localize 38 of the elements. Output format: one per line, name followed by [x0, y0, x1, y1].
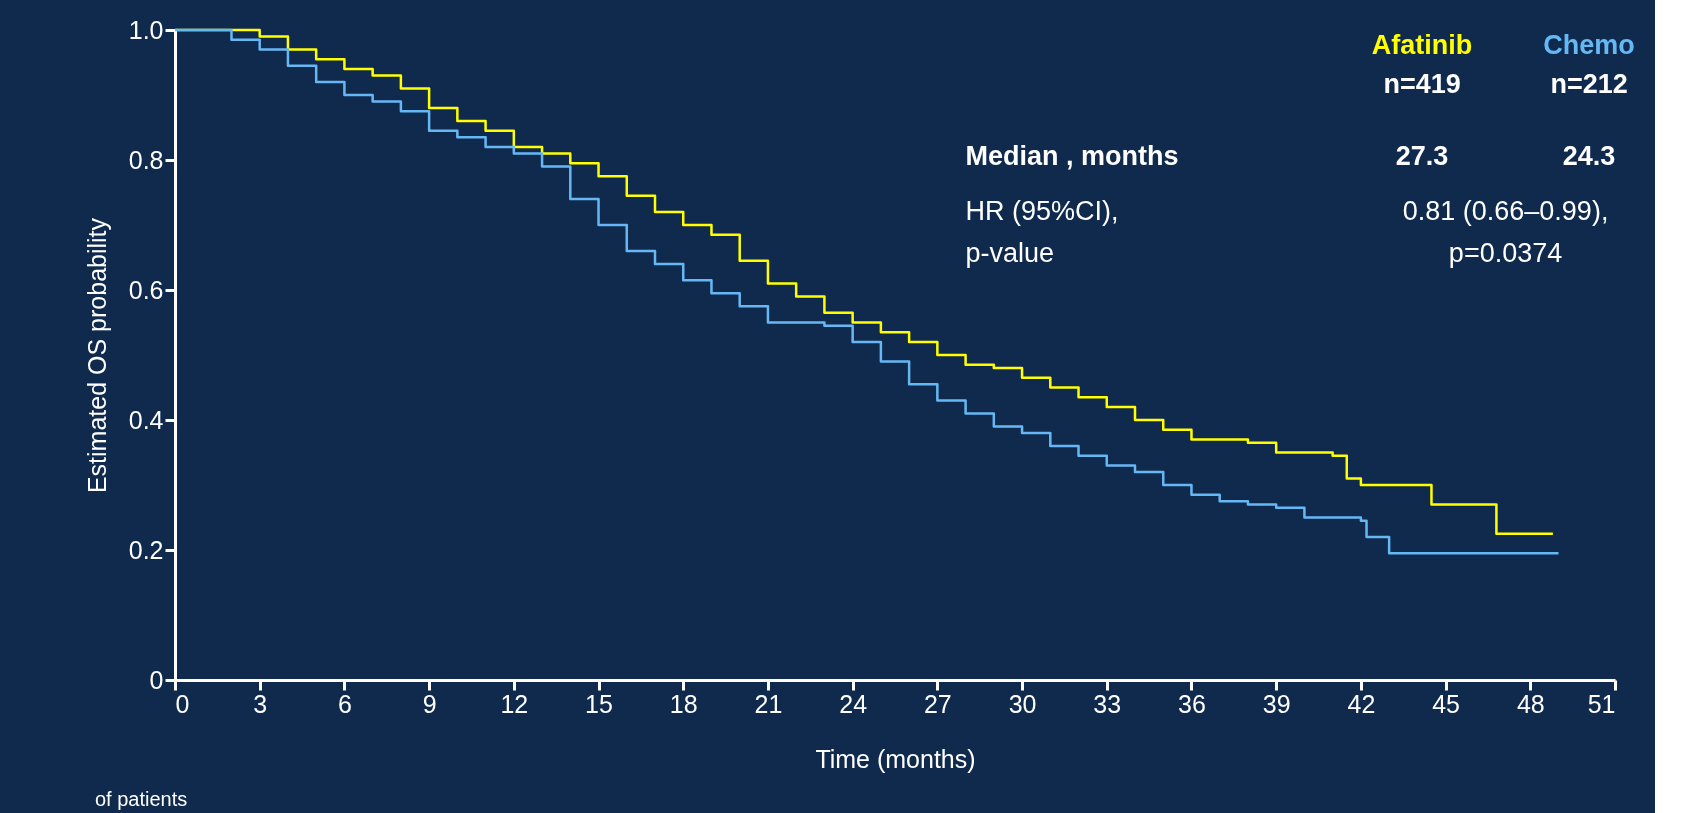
x-tick-label: 45 [1432, 689, 1460, 718]
x-tick-label: 24 [839, 689, 868, 718]
y-tick-label: 0.2 [128, 535, 164, 564]
x-tick-label: 18 [669, 689, 698, 718]
x-tick-label: 39 [1262, 689, 1291, 718]
text: Chemo [1543, 30, 1635, 61]
y-tick-label: 0.8 [128, 145, 164, 174]
x-tick-label: 30 [1008, 689, 1037, 718]
x-tick-label: 48 [1516, 689, 1545, 718]
x-tick-label: 9 [422, 689, 437, 718]
x-tick-label: 42 [1347, 689, 1376, 718]
x-tick-label: 6 [337, 689, 352, 718]
annotation: 27.3 [1395, 140, 1449, 171]
x-tick-label: 21 [754, 689, 783, 718]
annotation: HR (95%CI), [965, 196, 1119, 226]
y-tick-label: 0.4 [128, 405, 164, 434]
y-tick-label: 0.6 [128, 275, 164, 304]
x-tick-label: 27 [923, 689, 952, 718]
y-axis-title: Estimated OS probability [82, 217, 111, 494]
x-tick-label: 36 [1178, 689, 1206, 718]
annotation: 24.3 [1562, 140, 1616, 171]
annotation: p-value [965, 238, 1055, 269]
x-axis-title: Time (months) [815, 744, 976, 773]
y-tick-label: 1.0 [128, 15, 164, 44]
x-tick-label: 0 [175, 689, 190, 718]
annotation: 0.81 (0.66–0.99), [1402, 196, 1609, 226]
text: Afatinib [1371, 30, 1473, 61]
y-tick-label: 0 [149, 665, 164, 694]
x-tick-label: 15 [585, 689, 613, 718]
text: of patients [95, 788, 188, 810]
annotation: p=0.0374 [1448, 238, 1563, 269]
x-tick-label: 51 [1587, 689, 1616, 718]
annotation: n=419 [1383, 69, 1461, 100]
annotation: Median , months [965, 140, 1179, 171]
annotation: n=212 [1550, 69, 1628, 100]
x-tick-label: 3 [253, 689, 268, 718]
x-tick-label: 12 [500, 689, 529, 718]
x-tick-label: 33 [1093, 689, 1122, 718]
